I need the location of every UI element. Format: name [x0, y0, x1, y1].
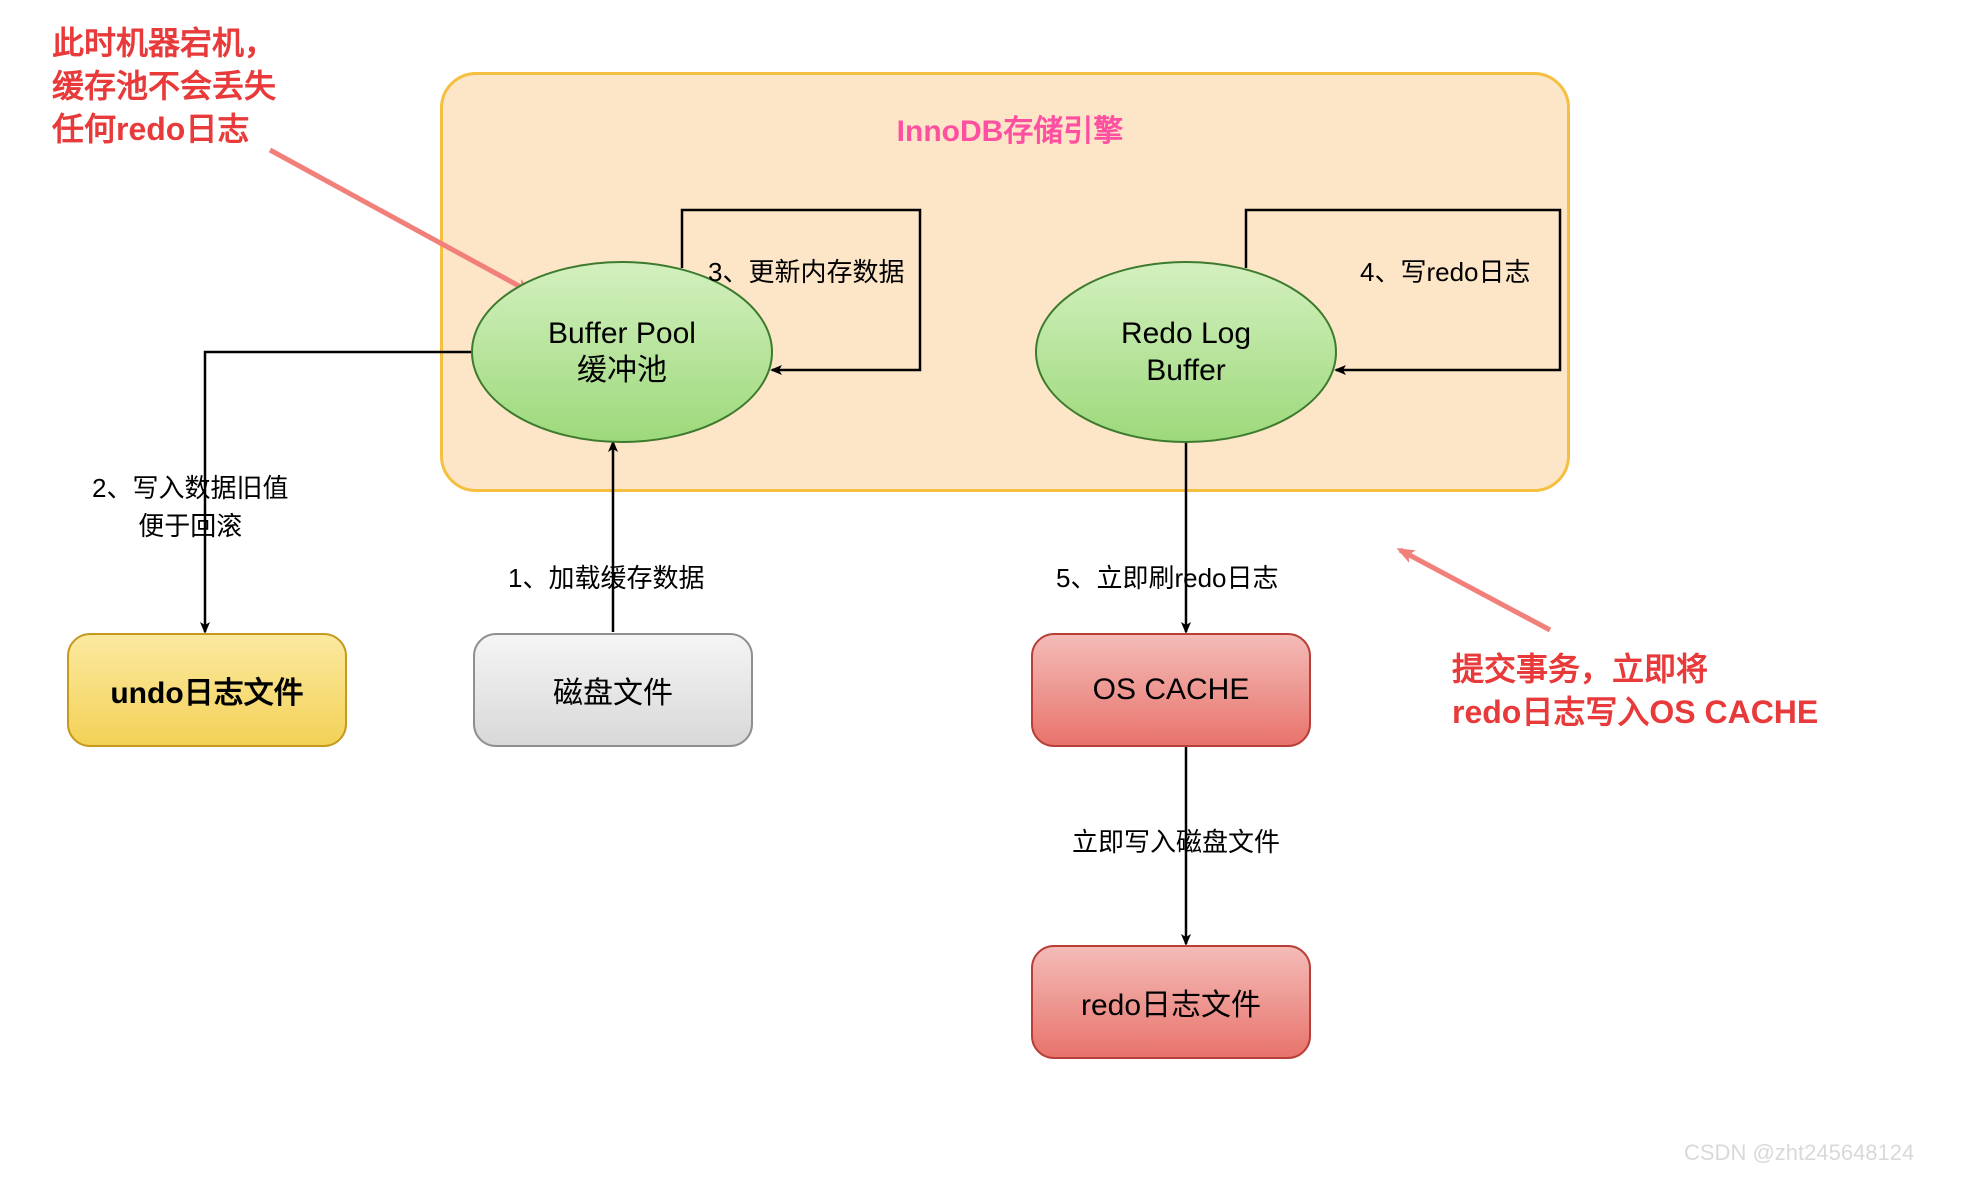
label-step-6: 立即写入磁盘文件	[1072, 824, 1280, 862]
callout-crash: 此时机器宕机， 缓存池不会丢失 任何redo日志	[52, 22, 276, 152]
disk-file-text: 磁盘文件	[553, 668, 673, 712]
label-step-4: 4、写redo日志	[1360, 254, 1531, 292]
buffer-pool-line2: 缓冲池	[577, 352, 667, 390]
redo-log-buffer-line2: Buffer	[1146, 352, 1226, 390]
buffer-pool-line1: Buffer Pool	[548, 315, 696, 353]
os-cache-text: OS CACHE	[1093, 673, 1250, 707]
redo-log-buffer-node: Redo Log Buffer	[1036, 262, 1336, 442]
watermark: CSDN @zht245648124	[1684, 1140, 1914, 1166]
undo-file-node: undo日志文件	[68, 634, 346, 746]
label-step-2: 2、写入数据旧值 便于回滚	[92, 470, 288, 545]
label-step-3: 3、更新内存数据	[708, 254, 904, 292]
disk-file-node: 磁盘文件	[474, 634, 752, 746]
os-cache-node: OS CACHE	[1032, 634, 1310, 746]
redo-log-buffer-line1: Redo Log	[1121, 315, 1251, 353]
callout-commit: 提交事务，立即将 redo日志写入OS CACHE	[1452, 648, 1818, 734]
undo-file-text: undo日志文件	[110, 668, 303, 712]
innodb-title: InnoDB存储引擎	[870, 106, 1150, 150]
diagram-canvas: InnoDB存储引擎 Buffer Poo	[0, 0, 1968, 1184]
label-step-1: 1、加载缓存数据	[508, 560, 704, 598]
label-step-5: 5、立即刷redo日志	[1056, 560, 1279, 598]
redo-file-text: redo日志文件	[1081, 980, 1261, 1024]
redo-file-node: redo日志文件	[1032, 946, 1310, 1058]
